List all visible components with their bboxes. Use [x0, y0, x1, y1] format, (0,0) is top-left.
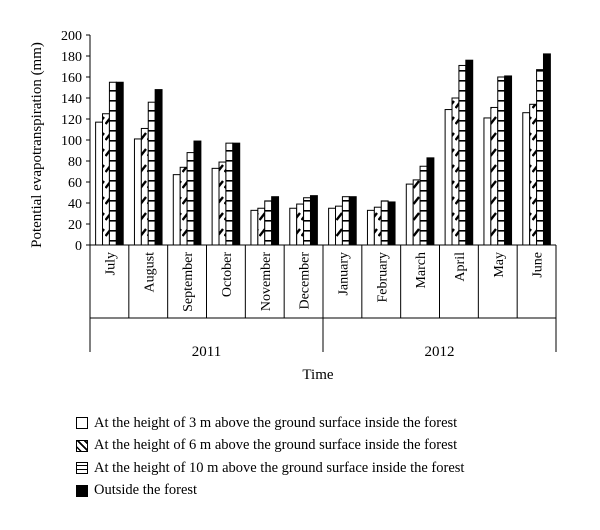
bar: [257, 207, 266, 246]
y-tick-label: 80: [68, 155, 82, 170]
x-tick-label: September: [181, 252, 196, 312]
x-tick-label: March: [414, 252, 429, 289]
y-axis-title: Potential evapotranspiration (mm): [29, 42, 45, 248]
bar: [147, 101, 156, 246]
bar: [387, 201, 396, 246]
x-tick-label: October: [220, 252, 235, 297]
bar: [179, 166, 188, 246]
legend-item: At the height of 3 m above the ground su…: [76, 412, 464, 435]
legend: At the height of 3 m above the ground su…: [76, 412, 464, 502]
bar: [186, 152, 195, 246]
bar: [102, 113, 110, 246]
bar: [426, 157, 435, 246]
legend-item: Outside the forest: [76, 480, 464, 503]
bar: [405, 183, 414, 246]
y-tick-label: 0: [75, 239, 82, 254]
x-tick-label: February: [375, 252, 390, 303]
legend-label: At the height of 10 m above the ground s…: [94, 459, 465, 476]
x-tick-label: November: [259, 252, 274, 311]
bar: [529, 103, 538, 246]
x-tick-label: December: [298, 252, 313, 310]
bar: [412, 179, 421, 246]
bar: [264, 200, 273, 246]
bar: [497, 76, 506, 246]
legend-swatch: [76, 417, 88, 430]
bar: [465, 59, 474, 246]
x-tick-label: June: [531, 252, 546, 278]
bar: [542, 53, 551, 246]
y-tick-label: 20: [68, 218, 82, 233]
y-tick-label: 180: [61, 50, 82, 65]
legend-item: At the height of 6 m above the ground su…: [76, 435, 464, 458]
bar: [172, 174, 181, 246]
bar: [140, 127, 149, 246]
bar: [193, 140, 202, 246]
legend-label: At the height of 6 m above the ground su…: [94, 437, 458, 454]
x-tick-label: January: [336, 252, 351, 296]
bar: [458, 64, 467, 246]
y-tick-label: 160: [61, 71, 82, 86]
bar: [373, 206, 382, 246]
bar: [115, 81, 124, 246]
bar: [444, 109, 453, 246]
bar: [271, 196, 280, 246]
legend-label: Outside the forest: [94, 482, 198, 499]
bar: [483, 117, 492, 246]
bar: [250, 209, 259, 246]
bar: [211, 167, 220, 246]
x-tick-label: August: [142, 252, 157, 293]
bar: [504, 75, 513, 246]
legend-swatch: [76, 462, 88, 475]
bar: [95, 121, 104, 246]
y-tick-label: 140: [61, 92, 82, 107]
y-tick-label: 40: [68, 197, 82, 212]
evapotranspiration-chart: 0 20 40 60 80 100 120 140 160 180 200 July August Sep…: [29, 29, 557, 383]
legend-item: At the height of 10 m above the ground s…: [76, 457, 464, 480]
bar: [225, 142, 234, 246]
y-tick-label: 120: [61, 113, 82, 128]
bar: [419, 165, 428, 246]
bar: [522, 112, 531, 246]
legend-swatch: [76, 484, 88, 497]
bar: [154, 89, 163, 246]
y-tick-label: 100: [61, 134, 82, 149]
y-tick-label: 200: [61, 29, 82, 44]
bar: [328, 207, 337, 246]
bar: [133, 138, 142, 246]
bar: [218, 161, 227, 246]
year-group-label: 2012: [425, 344, 455, 360]
bar: [380, 200, 389, 246]
bar: [303, 197, 311, 246]
year-group-label: 2011: [192, 344, 221, 360]
legend-label: At the height of 3 m above the ground su…: [94, 414, 458, 431]
x-tick-label: April: [453, 252, 468, 282]
bar: [490, 106, 499, 246]
bar: [108, 81, 117, 246]
bar: [232, 142, 241, 246]
x-tick-label: May: [492, 252, 507, 278]
x-tick-label: July: [103, 252, 118, 275]
legend-swatch: [76, 439, 88, 452]
bar: [451, 97, 460, 246]
bar: [335, 205, 343, 246]
y-tick-label: 60: [68, 176, 82, 191]
bar: [309, 195, 318, 246]
bar: [348, 196, 357, 246]
x-axis-title: Time: [302, 367, 333, 383]
bar: [341, 196, 350, 246]
bar: [296, 203, 305, 246]
bar: [289, 207, 298, 246]
bar: [536, 69, 544, 246]
bar: [366, 209, 375, 246]
